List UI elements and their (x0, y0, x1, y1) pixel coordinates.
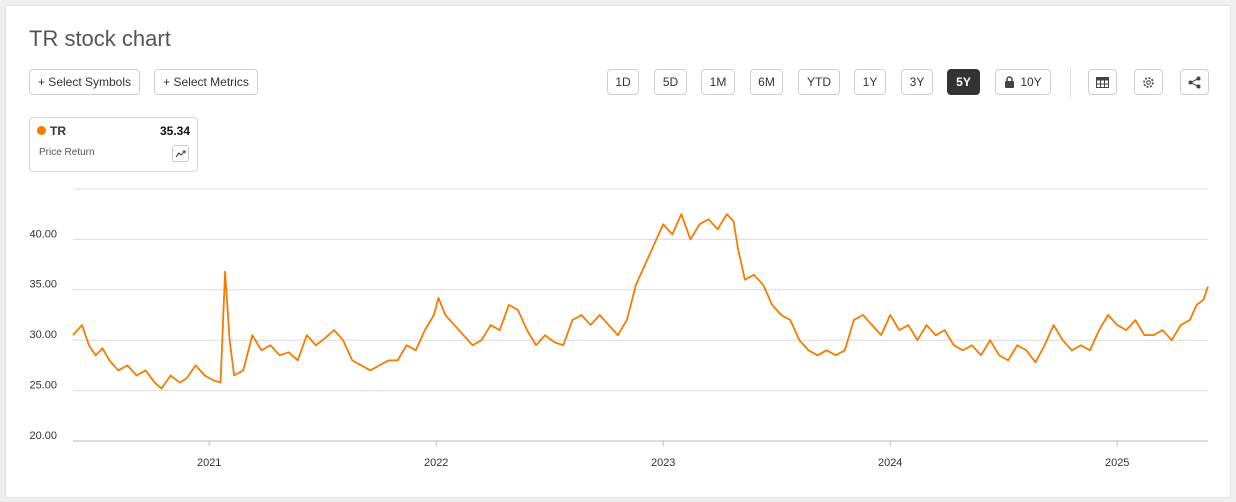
range-button[interactable]: YTD (798, 69, 840, 95)
chart: 20.00 25.00 30.00 35.00 40.00 2021 2022 2023 202… (29, 188, 1209, 469)
gear-icon (1143, 76, 1154, 88)
chart-title: TR stock chart (29, 26, 171, 51)
legend-dot (37, 126, 46, 135)
y-tick-label: 25.00 (29, 380, 57, 392)
trend-icon (175, 150, 186, 158)
chart-card: TR stock chart + Select Symbols + Select… (5, 5, 1231, 498)
legend-name: TR (50, 124, 66, 138)
y-tick-label: 30.00 (29, 329, 57, 341)
range-button[interactable]: 5Y (947, 69, 980, 95)
share-button[interactable] (1180, 69, 1209, 95)
y-tick-label: 20.00 (29, 430, 57, 442)
price-line (72, 213, 1209, 390)
select-symbols-button[interactable]: + Select Symbols (29, 69, 140, 95)
range-button[interactable]: 6M (750, 69, 783, 95)
separator (1070, 68, 1071, 98)
x-tick-label: 2021 (197, 457, 221, 469)
table-button[interactable] (1088, 69, 1117, 95)
select-metrics-button[interactable]: + Select Metrics (154, 69, 258, 95)
settings-button[interactable] (1134, 69, 1163, 95)
legend-metric: Price Return (39, 147, 95, 158)
y-tick-label: 40.00 (29, 228, 57, 240)
legend-last-value: 35.34 (159, 124, 190, 138)
range-button[interactable]: 1Y (854, 69, 886, 95)
range-button[interactable]: 1D (607, 69, 639, 95)
x-tick-label: 2024 (878, 457, 902, 469)
x-tick-label: 2025 (1105, 457, 1129, 469)
metric-icon (172, 145, 189, 162)
range-button[interactable]: 3Y (901, 69, 933, 95)
x-tick-label: 2022 (424, 457, 448, 469)
range-label: 10Y (1020, 75, 1042, 89)
range-button-locked[interactable]: 10Y (995, 69, 1051, 95)
x-tick-label: 2023 (651, 457, 675, 469)
legend-card[interactable]: TR 35.34 Price Return (29, 117, 198, 172)
range-button[interactable]: 1M (701, 69, 735, 95)
range-button[interactable]: 5D (654, 69, 687, 95)
y-tick-label: 35.00 (29, 279, 57, 291)
lock-icon (1005, 76, 1015, 88)
table-icon (1096, 76, 1109, 88)
share-icon (1188, 76, 1201, 88)
